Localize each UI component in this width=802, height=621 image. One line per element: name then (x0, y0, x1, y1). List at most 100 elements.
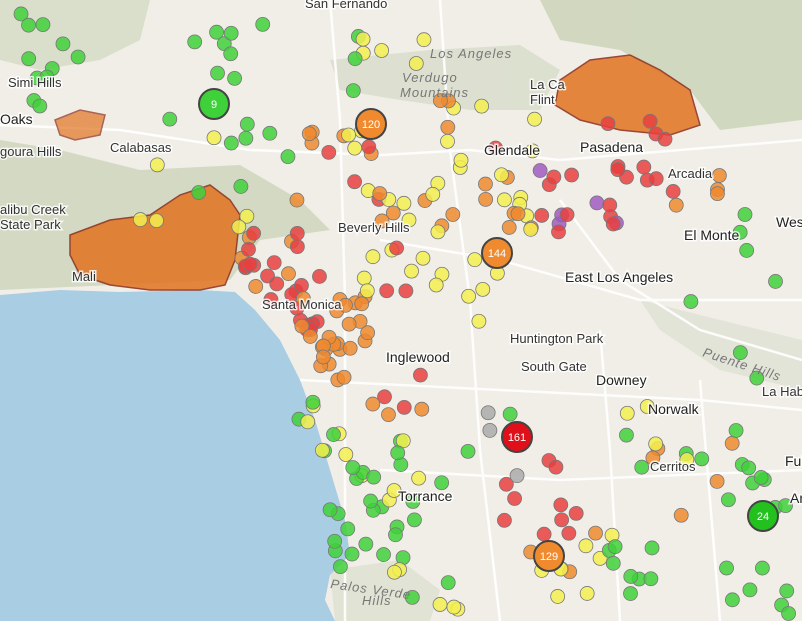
sensor-dot (425, 186, 441, 202)
cluster-marker (747, 500, 779, 532)
sensor-dots (13, 6, 796, 621)
place-label: Hills (362, 593, 392, 608)
sensor-dot (737, 207, 753, 222)
sensor-dot (338, 447, 354, 462)
place-label: East Los Angeles (565, 269, 673, 285)
place-label: San Fernando (305, 0, 387, 11)
sensor-dot (314, 442, 330, 458)
sensor-dot (551, 224, 566, 240)
sensor-dot (497, 192, 512, 208)
sensor-dot (605, 216, 621, 232)
place-label: Santa Monica (262, 297, 342, 312)
sensor-dot (497, 512, 512, 528)
sensor-dot (149, 213, 164, 229)
sensor-dot (639, 399, 655, 414)
sensor-dot (355, 31, 371, 47)
sensor-dot (550, 589, 566, 604)
sensor-dot (162, 111, 178, 127)
sensor-dot (302, 329, 318, 344)
sensor-dot (554, 512, 570, 528)
sensor-dot (387, 564, 402, 580)
sensor-dot (345, 83, 361, 99)
sensor-dot (21, 17, 36, 33)
sensor-dot (430, 224, 446, 240)
sensor-dot (527, 111, 542, 127)
place-label: Huntington Park (510, 331, 604, 346)
sensor-dot (347, 174, 362, 190)
sensor-dot (679, 452, 695, 468)
sensor-dot (231, 219, 247, 235)
sensor-dot (372, 186, 388, 201)
sensor-dot (381, 407, 396, 423)
sensor-dot (187, 34, 203, 50)
sensor-dot (668, 197, 684, 213)
sensor-dot (191, 185, 207, 200)
sensor-dot (363, 493, 379, 509)
sensor-dot (610, 162, 626, 178)
sensor-dot (326, 427, 341, 442)
sensor-dot (694, 451, 710, 467)
sensor-dot (460, 443, 476, 459)
sensor-dot (414, 401, 430, 417)
sensor-dot (532, 163, 548, 178)
sensor-dot (588, 525, 603, 541)
sensor-dot (294, 278, 309, 293)
sensor-dot (374, 213, 390, 229)
sensor-dot (269, 276, 285, 292)
sensor-dot (39, 69, 55, 85)
sensor-dot (446, 599, 462, 615)
place-label: South Gate (521, 359, 587, 374)
sensor-dot (408, 56, 424, 71)
place-label: Oaks (0, 111, 33, 127)
sensor-dot (728, 423, 744, 438)
sensor-dot (559, 207, 575, 223)
sensor-dot (377, 389, 392, 405)
sensor-dot (401, 212, 417, 228)
sensor-dot (568, 505, 584, 521)
sensor-dot (280, 149, 296, 165)
sensor-dot (501, 220, 517, 235)
place-label: Pasadena (580, 139, 643, 155)
sensor-dot (246, 225, 262, 241)
sensor-dot (523, 221, 539, 237)
sensor-dot (13, 6, 29, 22)
sensor-dot (648, 171, 664, 187)
sensor-dot (281, 266, 296, 282)
sensor-dot (32, 98, 48, 114)
sensor-dot (209, 24, 224, 40)
sensor-dot (548, 459, 564, 475)
sensor-dot (589, 195, 605, 211)
sensor-dot (301, 126, 317, 142)
sensor-dot (327, 533, 343, 549)
sensor-dot (385, 205, 401, 221)
place-label: Norwalk (648, 401, 700, 417)
sensor-dot (749, 370, 765, 386)
cluster-marker (198, 88, 230, 120)
sensor-dot (407, 512, 422, 528)
cluster-count: 24 (757, 511, 769, 523)
sensor-dot (474, 98, 490, 114)
sensor-dot (415, 250, 431, 266)
sensor-dot (238, 130, 254, 146)
sensor-dot (546, 169, 562, 185)
place-label: State Park (0, 217, 61, 232)
sensor-dot (35, 17, 51, 33)
place-label: Mountains (400, 85, 469, 100)
sensor-dot (434, 475, 450, 491)
sensor-dot (432, 597, 448, 612)
sensor-dot (475, 281, 491, 297)
sensor-dot (321, 144, 337, 160)
sensor-dot (467, 252, 483, 268)
sensor-dot (636, 159, 652, 175)
place-label: West (776, 214, 802, 230)
sensor-dot (354, 296, 370, 312)
sensor-dot (300, 414, 316, 430)
sensor-dot (227, 70, 242, 86)
sensor-dot (342, 340, 358, 356)
sensor-dot (398, 283, 414, 299)
sensor-dot (623, 569, 639, 584)
sensor-dot (404, 589, 420, 605)
sensor-dot (132, 212, 148, 227)
sensor-dot (365, 396, 381, 412)
